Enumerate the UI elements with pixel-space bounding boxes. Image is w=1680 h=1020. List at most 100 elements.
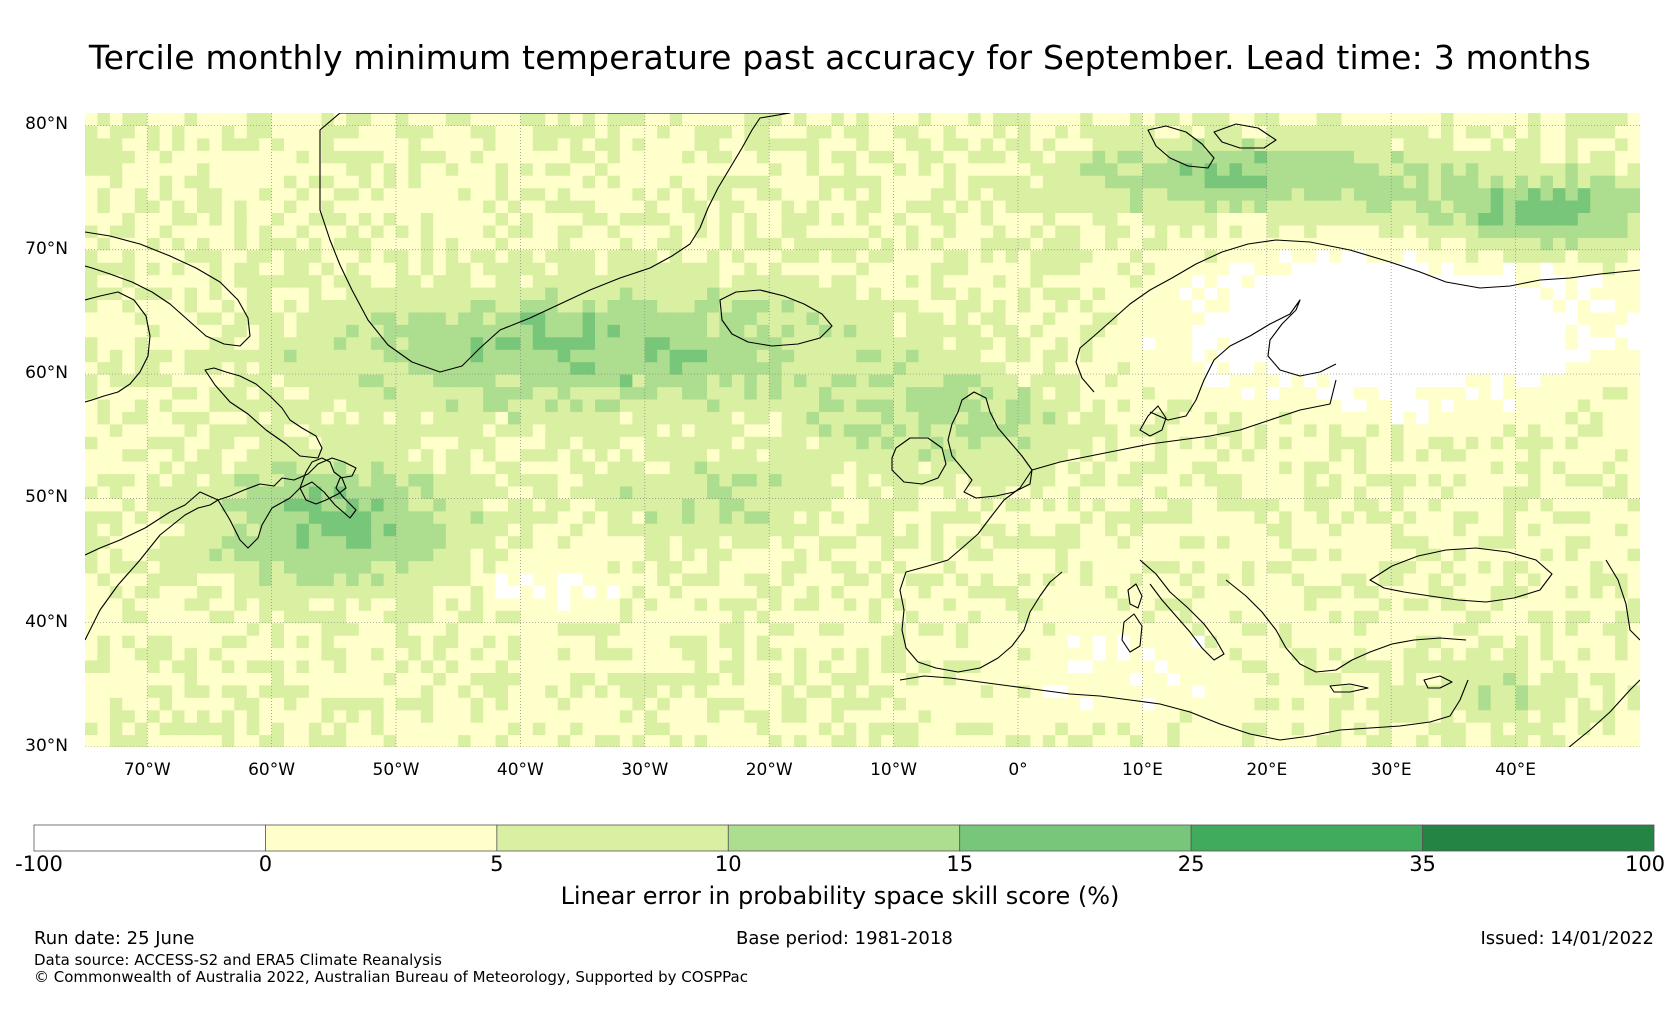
skill-cell xyxy=(1092,249,1106,263)
skill-cell xyxy=(955,722,969,736)
skill-cell xyxy=(893,311,907,325)
skill-cell xyxy=(1279,585,1293,599)
skill-cell xyxy=(184,386,198,400)
skill-cell xyxy=(1005,722,1019,736)
skill-cell xyxy=(221,187,235,201)
skill-cell xyxy=(843,262,857,276)
skill-cell xyxy=(234,722,248,736)
skill-cell xyxy=(445,150,459,164)
skill-cell xyxy=(259,324,273,338)
skill-cell xyxy=(97,697,111,711)
skill-cell xyxy=(557,548,571,562)
skill-cell xyxy=(980,660,994,673)
skill-cell xyxy=(184,548,198,562)
skill-cell xyxy=(843,411,857,425)
skill-cell xyxy=(508,374,521,388)
skill-cell xyxy=(85,187,98,201)
skill-cell xyxy=(545,684,559,698)
skill-cell xyxy=(644,722,658,736)
skill-cell xyxy=(109,548,123,562)
skill-cell xyxy=(433,573,447,586)
skill-cell xyxy=(682,212,696,226)
skill-cell xyxy=(259,535,273,549)
skill-cell xyxy=(1067,647,1081,661)
skill-cell xyxy=(383,287,397,300)
skill-cell xyxy=(184,510,198,524)
skill-cell xyxy=(968,125,982,139)
skill-cell xyxy=(607,150,621,164)
skill-cell xyxy=(1217,523,1230,537)
skill-cell xyxy=(868,684,882,698)
skill-cell xyxy=(1142,485,1156,499)
skill-cell xyxy=(1279,560,1293,574)
skill-cell xyxy=(806,647,820,661)
skill-cell xyxy=(980,635,994,649)
skill-cell xyxy=(1142,722,1156,736)
skill-cell xyxy=(918,473,932,487)
skill-cell xyxy=(918,684,932,698)
skill-cell xyxy=(619,187,633,201)
skill-cell xyxy=(918,262,932,276)
skill-cell xyxy=(1229,113,1243,126)
skill-cell xyxy=(1192,660,1206,673)
skill-cell xyxy=(893,448,907,462)
skill-cell xyxy=(97,523,111,537)
skill-cell xyxy=(445,585,459,599)
skill-cell xyxy=(209,548,223,562)
skill-cell xyxy=(134,722,148,736)
skill-cell xyxy=(744,249,758,263)
skill-cell xyxy=(1105,622,1119,636)
skill-cell xyxy=(570,113,584,126)
skill-cell xyxy=(632,461,646,475)
skill-cell xyxy=(968,436,982,450)
skill-cell xyxy=(234,274,248,288)
skill-cell xyxy=(371,336,385,350)
skill-cell xyxy=(1229,175,1243,189)
skill-cell xyxy=(819,349,832,363)
skill-cell xyxy=(85,125,98,139)
skill-cell xyxy=(831,510,845,524)
skill-cell xyxy=(221,523,235,537)
skill-cell xyxy=(1279,187,1293,201)
skill-cell xyxy=(943,274,957,288)
skill-cell xyxy=(545,113,559,126)
skill-cell xyxy=(458,585,472,599)
skill-cell xyxy=(781,473,795,487)
skill-cell xyxy=(906,336,919,350)
skill-cell xyxy=(669,411,683,425)
skill-cell xyxy=(85,249,98,263)
skill-cell xyxy=(719,523,733,537)
skill-cell xyxy=(1055,349,1069,363)
skill-cell xyxy=(557,162,571,176)
skill-cell xyxy=(259,287,273,300)
skill-cell xyxy=(980,436,994,450)
skill-cell xyxy=(744,299,758,313)
skill-cell xyxy=(159,622,173,636)
skill-cell xyxy=(134,734,148,747)
skill-cell xyxy=(595,697,608,711)
skill-cell xyxy=(1291,237,1305,251)
skill-cell xyxy=(85,635,98,649)
skill-cell xyxy=(570,660,584,673)
skill-cell xyxy=(819,137,832,151)
skill-cell xyxy=(557,336,571,350)
skill-cell xyxy=(806,461,820,475)
skill-cell xyxy=(806,660,820,673)
skill-cell xyxy=(619,237,633,251)
skill-cell xyxy=(582,299,596,313)
skill-cell xyxy=(582,423,596,437)
skill-cell xyxy=(159,510,173,524)
skill-cell xyxy=(284,436,297,450)
skill-cell xyxy=(346,523,360,537)
skill-cell xyxy=(1241,709,1255,723)
skill-cell xyxy=(831,237,845,251)
skill-cell xyxy=(445,461,459,475)
skill-cell xyxy=(172,585,186,599)
skill-cell xyxy=(731,237,745,251)
skill-cell xyxy=(85,398,98,412)
skill-cell xyxy=(1254,224,1268,238)
skill-cell xyxy=(197,386,210,400)
skill-cell xyxy=(557,523,571,537)
skill-cell xyxy=(557,697,571,711)
skill-cell xyxy=(321,684,335,698)
